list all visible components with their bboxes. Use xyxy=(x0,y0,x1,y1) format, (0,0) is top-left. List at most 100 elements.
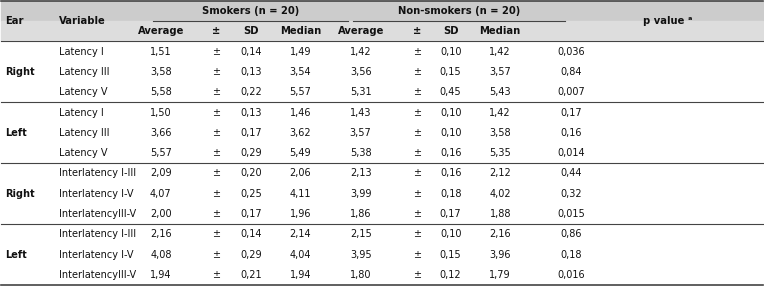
Text: 5,49: 5,49 xyxy=(290,148,311,158)
Text: 2,14: 2,14 xyxy=(290,229,311,239)
Text: ±: ± xyxy=(212,108,221,118)
Text: Ear: Ear xyxy=(5,16,24,26)
Text: 0,29: 0,29 xyxy=(240,148,261,158)
Text: 0,21: 0,21 xyxy=(240,270,261,280)
Text: ±: ± xyxy=(413,128,421,138)
Text: 1,94: 1,94 xyxy=(290,270,311,280)
Text: p value ᵃ: p value ᵃ xyxy=(643,16,692,26)
Text: 2,12: 2,12 xyxy=(489,168,511,178)
Text: ±: ± xyxy=(413,148,421,158)
Text: 0,32: 0,32 xyxy=(560,189,582,199)
Text: 0,10: 0,10 xyxy=(440,47,461,57)
Text: Latency I: Latency I xyxy=(59,47,103,57)
Text: ±: ± xyxy=(413,250,421,260)
Text: 1,49: 1,49 xyxy=(290,47,311,57)
Text: SD: SD xyxy=(443,26,458,36)
Text: 2,15: 2,15 xyxy=(350,229,371,239)
Text: Average: Average xyxy=(338,26,384,36)
Text: ±: ± xyxy=(413,229,421,239)
Text: 0,18: 0,18 xyxy=(440,189,461,199)
Text: SD: SD xyxy=(243,26,258,36)
Text: 5,57: 5,57 xyxy=(150,148,172,158)
Text: 0,86: 0,86 xyxy=(560,229,582,239)
Text: ±: ± xyxy=(413,189,421,199)
Text: Non-smokers (n = 20): Non-smokers (n = 20) xyxy=(398,6,520,16)
Text: 0,14: 0,14 xyxy=(240,47,261,57)
Text: 5,38: 5,38 xyxy=(350,148,371,158)
Bar xyxy=(1,143,763,163)
Text: 0,22: 0,22 xyxy=(240,87,262,97)
Text: 0,17: 0,17 xyxy=(440,209,461,219)
Text: 3,58: 3,58 xyxy=(490,128,511,138)
Text: 4,02: 4,02 xyxy=(490,189,511,199)
Bar xyxy=(1,245,763,265)
Text: 0,014: 0,014 xyxy=(557,148,585,158)
Bar xyxy=(1,163,763,184)
Text: 1,51: 1,51 xyxy=(150,47,172,57)
Text: InterlatencyIII-V: InterlatencyIII-V xyxy=(59,209,136,219)
Text: ±: ± xyxy=(413,67,421,77)
Text: ±: ± xyxy=(212,189,221,199)
Text: 1,86: 1,86 xyxy=(350,209,371,219)
Text: ±: ± xyxy=(212,87,221,97)
Text: 0,13: 0,13 xyxy=(240,67,261,77)
Text: Average: Average xyxy=(138,26,184,36)
Text: ±: ± xyxy=(212,209,221,219)
Text: ±: ± xyxy=(212,47,221,57)
Text: 1,42: 1,42 xyxy=(490,108,511,118)
Bar xyxy=(1,82,763,102)
Text: 0,16: 0,16 xyxy=(440,168,461,178)
Text: ±: ± xyxy=(212,270,221,280)
Text: Interlatency I-V: Interlatency I-V xyxy=(59,250,133,260)
Text: 2,09: 2,09 xyxy=(150,168,172,178)
Text: Smokers (n = 20): Smokers (n = 20) xyxy=(202,6,299,16)
Text: 0,015: 0,015 xyxy=(557,209,585,219)
Text: Left: Left xyxy=(5,128,27,138)
Bar xyxy=(1,1,763,21)
Text: 4,04: 4,04 xyxy=(290,250,311,260)
Text: 2,06: 2,06 xyxy=(290,168,311,178)
Text: 1,94: 1,94 xyxy=(150,270,172,280)
Text: 0,007: 0,007 xyxy=(557,87,585,97)
Text: 1,42: 1,42 xyxy=(490,47,511,57)
Text: 1,50: 1,50 xyxy=(150,108,172,118)
Text: 2,00: 2,00 xyxy=(150,209,172,219)
Text: 1,88: 1,88 xyxy=(490,209,511,219)
Text: 0,17: 0,17 xyxy=(240,209,261,219)
Bar xyxy=(1,224,763,245)
Text: 2,16: 2,16 xyxy=(490,229,511,239)
Text: 3,95: 3,95 xyxy=(350,250,371,260)
Text: 3,56: 3,56 xyxy=(350,67,371,77)
Text: ±: ± xyxy=(413,87,421,97)
Text: ±: ± xyxy=(212,250,221,260)
Text: 0,25: 0,25 xyxy=(240,189,262,199)
Text: 5,31: 5,31 xyxy=(350,87,371,97)
Text: 0,10: 0,10 xyxy=(440,128,461,138)
Text: ±: ± xyxy=(413,270,421,280)
Text: Latency III: Latency III xyxy=(59,128,109,138)
Text: 0,10: 0,10 xyxy=(440,108,461,118)
Text: 4,07: 4,07 xyxy=(150,189,172,199)
Text: ±: ± xyxy=(212,128,221,138)
Text: 1,80: 1,80 xyxy=(350,270,371,280)
Bar xyxy=(1,41,763,62)
Text: ±: ± xyxy=(413,168,421,178)
Text: 4,11: 4,11 xyxy=(290,189,311,199)
Text: 5,35: 5,35 xyxy=(489,148,511,158)
Text: ±: ± xyxy=(212,168,221,178)
Text: 0,15: 0,15 xyxy=(440,67,461,77)
Text: 1,42: 1,42 xyxy=(350,47,371,57)
Text: 0,18: 0,18 xyxy=(560,250,582,260)
Text: ±: ± xyxy=(413,26,421,36)
Text: 0,016: 0,016 xyxy=(557,270,585,280)
Text: ±: ± xyxy=(212,26,221,36)
Text: 5,43: 5,43 xyxy=(490,87,511,97)
Text: 4,08: 4,08 xyxy=(150,250,172,260)
Text: 3,54: 3,54 xyxy=(290,67,311,77)
Text: 0,17: 0,17 xyxy=(560,108,582,118)
Text: 0,17: 0,17 xyxy=(240,128,261,138)
Text: 3,96: 3,96 xyxy=(490,250,511,260)
Text: 0,14: 0,14 xyxy=(240,229,261,239)
Text: Interlatency I-III: Interlatency I-III xyxy=(59,229,136,239)
Text: 0,20: 0,20 xyxy=(240,168,261,178)
